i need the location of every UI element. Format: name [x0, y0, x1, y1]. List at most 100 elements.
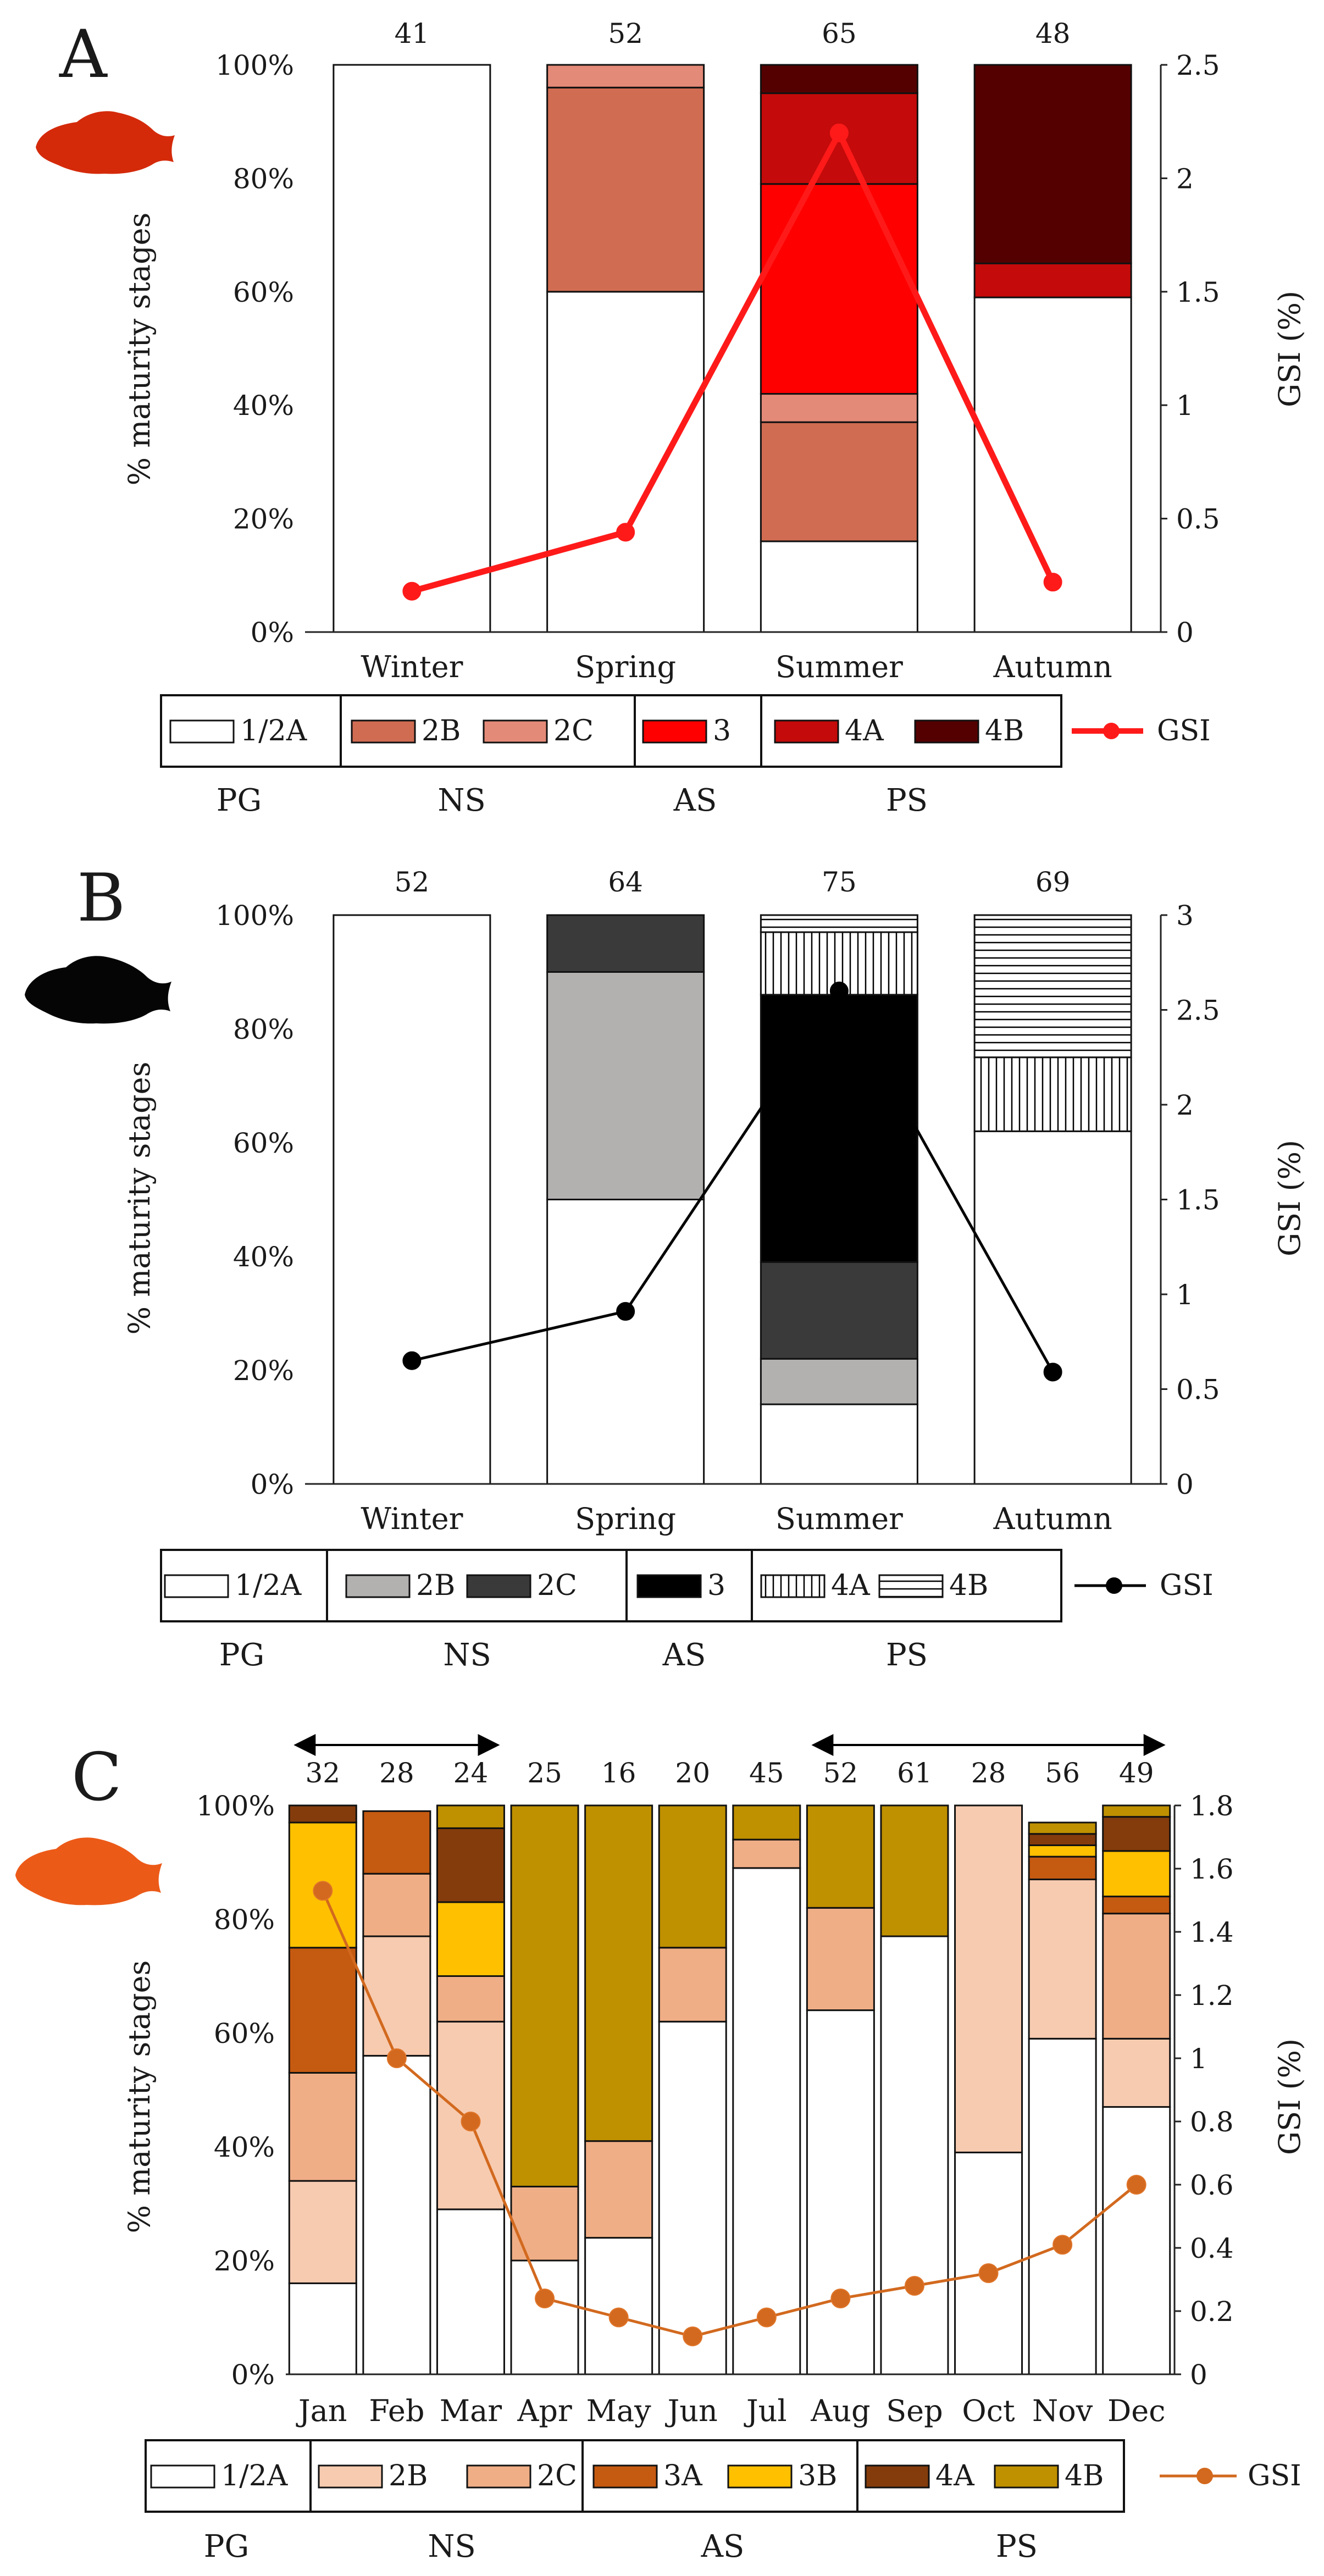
- x-tick-label: Spring: [575, 1502, 676, 1536]
- legend-swatch-2C: [466, 2464, 531, 2489]
- y-tick-label: 60%: [233, 1127, 294, 1159]
- x-tick-label: Oct: [962, 2394, 1015, 2428]
- bar-total-label: 56: [1045, 1757, 1080, 1789]
- fish-silhouette-icon: [25, 956, 171, 1024]
- y-tick-label: 60%: [233, 276, 294, 308]
- y-tick-label: 40%: [214, 2131, 275, 2163]
- legend-group-label: PG: [204, 2529, 249, 2564]
- bar-segment-3B: [1028, 1844, 1097, 1858]
- legend-swatch-1-2A: [164, 1574, 229, 1598]
- bar-segment-3B: [436, 1901, 505, 1977]
- x-tick-label: Spring: [575, 650, 676, 684]
- legend-group-label: AS: [673, 783, 717, 818]
- bar-segment-2C: [760, 1261, 918, 1360]
- bar-total-label: 32: [305, 1757, 340, 1789]
- bar-segment-3A: [288, 1947, 357, 2074]
- bar-total-label: 20: [675, 1757, 710, 1789]
- bar-segment-4B: [806, 1804, 875, 1909]
- x-tick-label: Feb: [369, 2394, 424, 2428]
- legend-label: 2C: [553, 714, 594, 747]
- plot-area: 0% 20% 40% 60% 80% 100% 0 0.5 1 1.5 2 2.5 41 Winter 52…: [215, 18, 1220, 684]
- x-tick-label: Nov: [1032, 2394, 1093, 2428]
- bar-total-label: 52: [823, 1757, 858, 1789]
- gsi-point: [830, 2289, 851, 2308]
- gsi-point: [616, 1302, 635, 1321]
- y-tick-label: 40%: [233, 1241, 294, 1273]
- x-tick-label: Autumn: [993, 1502, 1112, 1536]
- legend-swatch-2B: [318, 2464, 383, 2489]
- gsi-point: [1043, 573, 1062, 592]
- bar-segment-1-2A: [658, 2020, 727, 2375]
- legend-label: 4B: [949, 1569, 988, 1602]
- bar-segment-2C: [658, 1947, 727, 2023]
- bar-segment-2C: [760, 393, 918, 423]
- bar-total-label: 52: [608, 18, 643, 49]
- bar-segment-4A: [1102, 1816, 1171, 1852]
- bar-total-label: 45: [749, 1757, 784, 1789]
- legend-group-label: PS: [886, 1637, 928, 1673]
- y2-tick-label: 0.6: [1190, 2169, 1234, 2201]
- y2-tick-label: 2.5: [1176, 995, 1220, 1027]
- legend-label: 4B: [985, 714, 1024, 747]
- gsi-point: [1052, 2235, 1073, 2255]
- legend-label: 4A: [935, 2459, 975, 2492]
- fish-silhouette-icon: [25, 956, 171, 1024]
- legend-label: GSI: [1157, 714, 1211, 747]
- bar-segment-4B: [658, 1804, 727, 1949]
- x-tick-label: Sep: [886, 2394, 943, 2428]
- bar-segment-2C: [1102, 1913, 1171, 2040]
- bar-total-label: 64: [608, 866, 643, 898]
- legend-label: 4A: [845, 714, 884, 747]
- gsi-point: [1126, 2175, 1146, 2195]
- y-tick-label: 100%: [215, 900, 294, 932]
- bar-segment-4A: [436, 1827, 505, 1903]
- gsi-point: [978, 2263, 999, 2283]
- bar-segment-2B: [1028, 1879, 1097, 2040]
- bar-segment-4B: [584, 1804, 653, 2142]
- x-tick-label: Dec: [1107, 2394, 1166, 2428]
- bar-segment-4B: [760, 64, 918, 95]
- legend-swatch-4B: [914, 719, 979, 744]
- bar-segment-3: [760, 994, 918, 1263]
- legend-group-label: PS: [886, 783, 928, 818]
- bar-segment-2B: [288, 2180, 357, 2284]
- y2-tick-label: 1.5: [1176, 276, 1220, 308]
- gsi-point: [1043, 1362, 1062, 1382]
- gsi-point: [461, 2112, 481, 2131]
- bar-segment-3: [760, 183, 918, 395]
- panel-b: B 0% 20% 40% 60% 80% 100% 0 0.5 1 1.5 2 2.5 3 52 Winte…: [25, 860, 1307, 1673]
- bar-segment-2B: [546, 971, 705, 1200]
- y-axis-title: % maturity stages: [122, 213, 157, 486]
- y2-tick-label: 1.2: [1190, 1980, 1234, 2012]
- legend-swatch-4B: [994, 2464, 1059, 2489]
- legend-label: 3: [713, 714, 731, 747]
- legend-label: 1/2A: [221, 2459, 289, 2492]
- x-tick-label: Jul: [744, 2394, 787, 2428]
- bar-segment-1-2A: [546, 1199, 705, 1485]
- fish-silhouette-icon: [15, 1837, 162, 1905]
- legend-swatch-3: [636, 1574, 702, 1598]
- legend-label: 2B: [416, 1569, 455, 1602]
- gsi-line: [411, 130, 1056, 594]
- bar-total-label: 48: [1035, 18, 1071, 49]
- plot-area: 0% 20% 40% 60% 80% 100% 0 0.5 1 1.5 2 2.5 3 52 Winter 6…: [215, 866, 1220, 1536]
- bar-segment-1-2A: [510, 2259, 579, 2375]
- gsi-point: [683, 2326, 703, 2346]
- bar-segment-2C: [436, 1975, 505, 2023]
- x-tick-label: Aug: [810, 2394, 870, 2428]
- legend-label: 3: [707, 1569, 725, 1602]
- legend-group-label: AS: [662, 1637, 706, 1673]
- y-tick-label: 20%: [233, 503, 294, 535]
- bar-segment-4A: [973, 262, 1132, 298]
- bar-segment-4B: [880, 1804, 949, 1937]
- gsi-point: [402, 581, 422, 601]
- bar-total-label: 28: [971, 1757, 1006, 1789]
- x-tick-label: Summer: [775, 1502, 903, 1536]
- x-tick-label: Autumn: [993, 650, 1112, 684]
- bar-segment-4B: [760, 914, 918, 933]
- panel-letter: A: [59, 16, 108, 93]
- bar-segment-2C: [806, 1907, 875, 2012]
- fish-silhouette-icon: [36, 111, 175, 174]
- bar-segment-2C: [362, 1873, 431, 1937]
- gsi-point: [616, 523, 635, 542]
